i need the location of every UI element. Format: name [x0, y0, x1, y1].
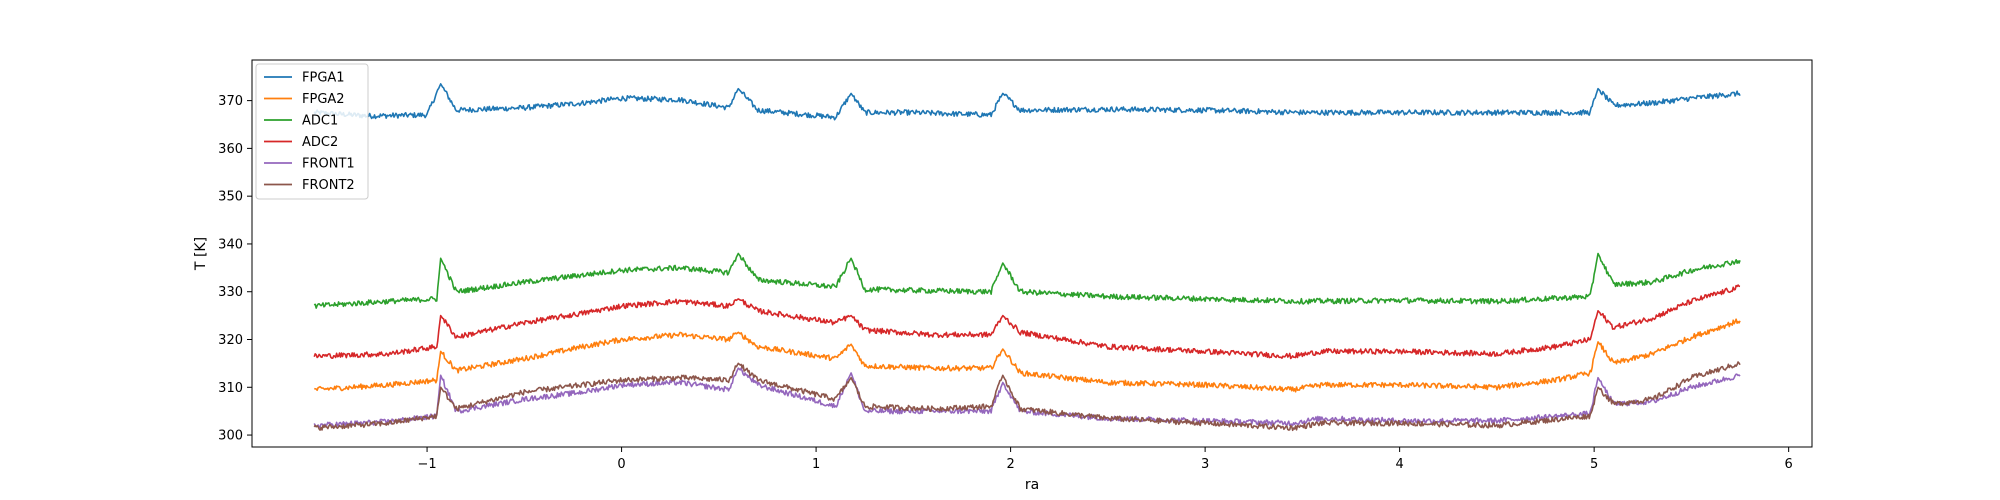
series-line-front1 — [313, 367, 1741, 429]
y-tick-label: 300 — [218, 429, 243, 444]
y-axis-label: T [K] — [193, 237, 209, 271]
legend-label: FPGA2 — [302, 92, 345, 107]
x-tick-label: 3 — [1201, 457, 1209, 472]
series-line-adc1 — [313, 252, 1741, 309]
x-tick-label: 6 — [1785, 457, 1793, 472]
x-tick-label: 5 — [1590, 457, 1598, 472]
y-tick-label: 350 — [218, 190, 243, 205]
y-tick-label: 310 — [218, 381, 243, 396]
legend-label: FPGA1 — [302, 71, 345, 86]
legend: FPGA1 FPGA2 ADC1 ADC2 FRONT1 FRONT2 — [255, 63, 369, 200]
y-tick-label: 320 — [218, 333, 243, 348]
series-line-front2 — [313, 361, 1741, 432]
series-layer — [313, 83, 1741, 432]
x-tick-label: 4 — [1395, 457, 1403, 472]
legend-label: FRONT2 — [302, 178, 355, 193]
x-axis-label: ra — [1025, 477, 1039, 493]
y-tick-label: 330 — [218, 285, 243, 300]
y-tick-label: 360 — [218, 142, 243, 157]
plot-frame — [251, 59, 1813, 448]
y-axis-ticks: 300 310 320 330 340 350 360 370 — [218, 94, 252, 444]
series-line-fpga2 — [314, 318, 1741, 393]
legend-label: ADC2 — [302, 135, 338, 150]
x-tick-label: 0 — [617, 457, 625, 472]
x-tick-label: 1 — [812, 457, 820, 472]
y-tick-label: 340 — [218, 237, 243, 252]
series-line-fpga1 — [313, 83, 1741, 121]
x-axis-ticks: −1 0 1 2 3 4 5 6 — [417, 447, 1793, 472]
legend-label: FRONT1 — [302, 157, 355, 172]
series-line-adc2 — [313, 284, 1741, 360]
y-tick-label: 370 — [218, 94, 243, 109]
legend-label: ADC1 — [302, 114, 338, 129]
x-tick-label: 2 — [1006, 457, 1014, 472]
x-tick-label: −1 — [417, 457, 436, 472]
